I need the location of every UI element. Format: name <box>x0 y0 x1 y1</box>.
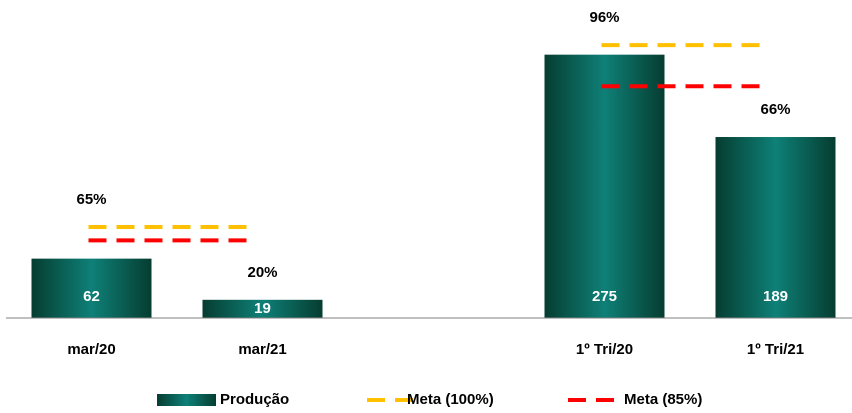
legend-swatch <box>157 394 216 406</box>
bar-value-label: 275 <box>592 288 617 305</box>
legend-label: Meta (85%) <box>624 391 702 408</box>
bar <box>31 258 152 318</box>
bar <box>715 137 836 318</box>
achievement-label: 96% <box>589 9 619 26</box>
bar <box>544 54 665 319</box>
x-tick-label: 1º Tri/20 <box>576 341 633 358</box>
x-tick-label: mar/21 <box>238 341 286 358</box>
achievement-label: 66% <box>760 101 790 118</box>
achievement-label: 20% <box>247 264 277 281</box>
x-tick-label: mar/20 <box>67 341 115 358</box>
bar-value-label: 189 <box>763 288 788 305</box>
bar-value-label: 19 <box>254 300 271 317</box>
bar-value-label: 62 <box>83 288 100 305</box>
legend-label: Meta (100%) <box>407 391 494 408</box>
bar <box>202 299 323 318</box>
x-tick-label: 1º Tri/21 <box>747 341 804 358</box>
legend-label: Produção <box>220 391 289 408</box>
achievement-label: 65% <box>76 191 106 208</box>
